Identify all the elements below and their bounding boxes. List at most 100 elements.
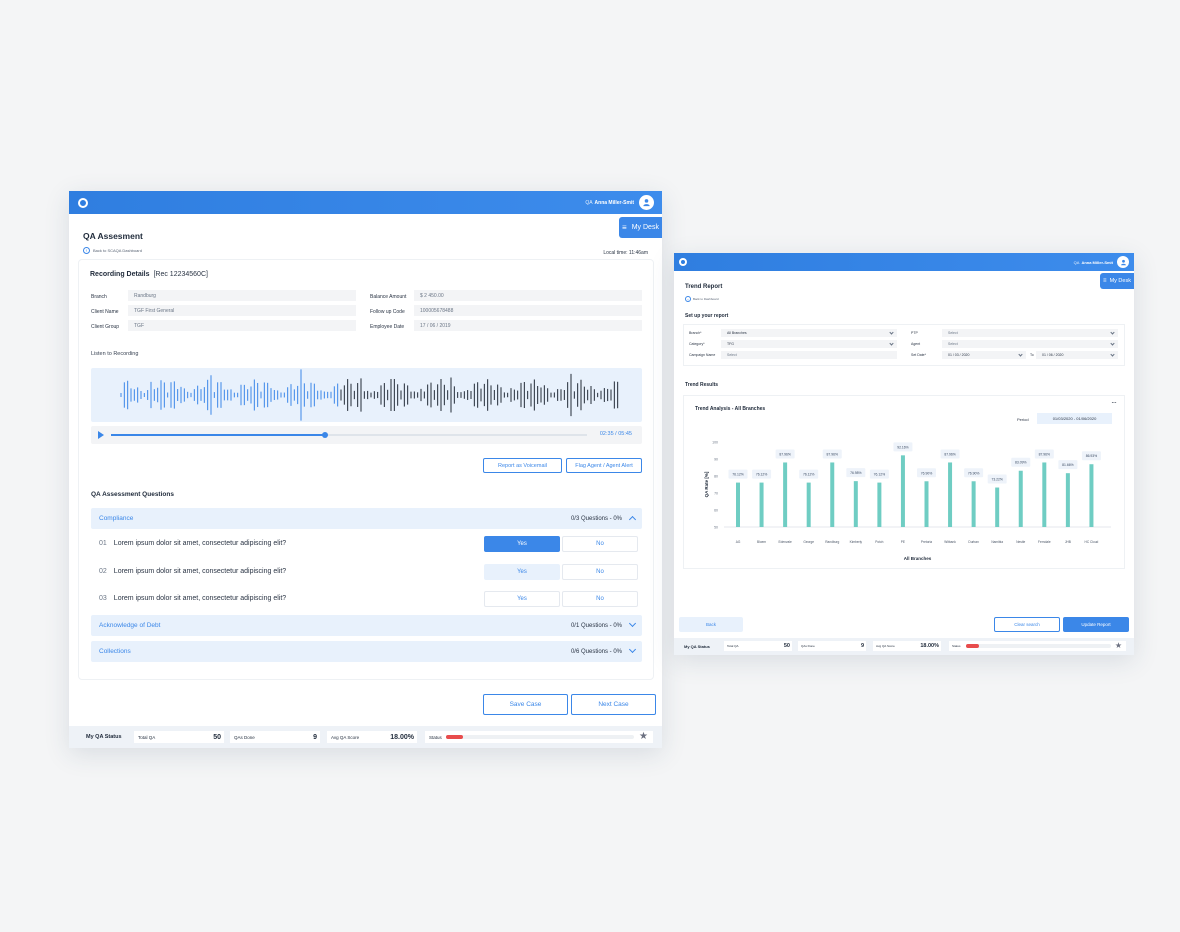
local-time: Local time: 11:46am xyxy=(603,250,648,256)
chart-panel: Trend Analysis - All Branches ··· Period… xyxy=(683,395,1125,569)
campaign-input[interactable]: Select xyxy=(721,351,897,359)
data-label-bg xyxy=(1034,449,1054,459)
back-link-label: Back to SCAQA Dashboard xyxy=(93,248,142,253)
chevron-down-icon xyxy=(889,330,894,335)
qas-done-value: 9 xyxy=(313,733,317,741)
ptp-value: Select xyxy=(948,331,958,335)
status-progress xyxy=(446,735,463,739)
ptp-select[interactable]: Select xyxy=(942,329,1118,337)
questions-title: QA Assessment Questions xyxy=(91,491,174,498)
data-label: 86.93% xyxy=(1086,454,1098,458)
agent-select[interactable]: Select xyxy=(942,340,1118,348)
play-icon[interactable] xyxy=(98,431,104,439)
x-tick-label: AG xyxy=(736,540,741,544)
branch-select[interactable]: All Branches xyxy=(721,329,897,337)
report-voicemail-button[interactable]: Report as Voicemail xyxy=(483,458,562,473)
status-label: Status xyxy=(429,734,442,740)
qas-done-label: QAs Done xyxy=(801,644,815,648)
no-button[interactable]: No xyxy=(562,564,638,580)
update-report-button[interactable]: Update Report xyxy=(1063,617,1129,632)
qas-done-cell: QAs Done 9 xyxy=(798,641,866,651)
chevron-down-icon[interactable] xyxy=(628,619,637,628)
chart-bar xyxy=(806,482,811,527)
section-acknowledge-of-debt[interactable]: Acknowledge of Debt 0/1 Questions - 0% xyxy=(91,615,642,636)
data-label: 76.12% xyxy=(874,473,886,477)
question-text: Lorem ipsum dolor sit amet, consectetur … xyxy=(113,540,287,547)
user-name: Anna Miller-Smit xyxy=(594,199,634,206)
status-label: Status xyxy=(952,644,961,648)
x-tick-label: Edenvale xyxy=(778,540,792,544)
no-button[interactable]: No xyxy=(562,591,638,607)
back-link[interactable]: ‹ Back to SCAQA Dashboard xyxy=(83,247,142,254)
x-tick-label: Bloem xyxy=(757,540,766,544)
player-time: 02:35 / 05:45 xyxy=(599,431,632,437)
data-label-bg xyxy=(775,449,795,459)
x-tick-label: Potch xyxy=(875,540,883,544)
section-collections[interactable]: Collections 0/6 Questions - 0% xyxy=(91,641,642,662)
seek-track[interactable] xyxy=(111,432,587,438)
chart-bar xyxy=(853,481,858,527)
status-cell: Status ★ xyxy=(949,641,1126,651)
data-label: 83.09% xyxy=(1015,461,1027,465)
flag-agent-button[interactable]: Flag Agent / Agent Alert xyxy=(566,458,642,473)
data-label-bg xyxy=(799,469,819,479)
no-button[interactable]: No xyxy=(562,536,638,552)
save-case-button[interactable]: Save Case xyxy=(483,694,568,715)
avatar-icon[interactable] xyxy=(1117,256,1129,268)
user-menu[interactable]: QA Anna Miller-Smit xyxy=(585,195,654,210)
data-label-bg xyxy=(752,469,772,479)
yes-button[interactable]: Yes xyxy=(484,591,560,607)
chart-bar xyxy=(995,487,1000,527)
top-bar: QA Anna Miller-Smit xyxy=(69,191,662,214)
star-icon[interactable]: ★ xyxy=(639,731,648,742)
my-desk-button[interactable]: ≡ My Desk xyxy=(1100,273,1134,289)
star-icon[interactable]: ★ xyxy=(1114,641,1122,650)
question-text: Lorem ipsum dolor sit amet, consectetur … xyxy=(113,568,287,575)
audio-player: 02:35 / 05:45 xyxy=(91,426,642,444)
waveform[interactable] xyxy=(91,368,642,422)
yes-button[interactable]: Yes xyxy=(484,564,560,580)
data-label-bg xyxy=(987,474,1007,484)
chevron-down-icon[interactable] xyxy=(628,645,637,654)
x-tick-label: JHB xyxy=(1065,540,1071,544)
date-to-select[interactable]: 01 / 06 / 2020 xyxy=(1036,351,1118,359)
page-title: QA Assesment xyxy=(83,231,143,241)
seek-handle[interactable] xyxy=(322,432,329,438)
avatar-icon[interactable] xyxy=(639,195,654,210)
category-select[interactable]: TFG xyxy=(721,340,897,348)
chart-bar xyxy=(830,462,835,527)
data-label: 76.12% xyxy=(732,473,744,477)
yes-button[interactable]: Yes xyxy=(484,536,560,552)
my-desk-button[interactable]: ≡ My Desk xyxy=(619,217,662,238)
app-logo-icon xyxy=(78,197,88,208)
my-qa-status-label: My QA Status xyxy=(684,644,710,649)
chevron-down-icon xyxy=(1110,352,1115,357)
back-link[interactable]: ‹ Back to Dashboard xyxy=(685,296,719,302)
detail-label-branch: Branch xyxy=(91,294,107,300)
status-track xyxy=(966,644,1111,648)
data-label: 87.96% xyxy=(1039,452,1051,456)
more-options-icon[interactable]: ··· xyxy=(1111,398,1117,407)
detail-value-balance: $ 2 450.00 xyxy=(414,290,642,301)
menu-icon: ≡ xyxy=(1103,278,1107,284)
user-menu[interactable]: QA Anna Miller-Smit xyxy=(1074,256,1129,268)
back-arrow-icon: ‹ xyxy=(83,247,90,254)
data-label: 76.90% xyxy=(968,471,980,475)
y-axis-title: QA Rate [%] xyxy=(704,471,709,497)
detail-label-follow-up: Follow up Code xyxy=(370,309,405,315)
total-qa-value: 50 xyxy=(783,643,790,649)
campaign-label: Campaign Name xyxy=(689,353,716,357)
agent-label: Agent xyxy=(911,342,921,346)
next-case-button[interactable]: Next Case xyxy=(571,694,656,715)
chevron-up-icon[interactable] xyxy=(628,515,637,524)
date-from-select[interactable]: 01 / 03 / 2020 xyxy=(942,351,1026,359)
category-label: Category* xyxy=(689,342,705,346)
qa-assessment-window: QA Anna Miller-Smit ≡ My Desk QA Assesme… xyxy=(69,191,662,748)
total-qa-value: 50 xyxy=(213,733,221,741)
detail-value-branch: Randburg xyxy=(128,290,356,301)
clear-search-button[interactable]: Clear search xyxy=(994,617,1060,632)
chevron-down-icon xyxy=(1018,352,1023,357)
section-compliance[interactable]: Compliance 0/3 Questions - 0% xyxy=(91,508,642,529)
chevron-down-icon xyxy=(1110,330,1115,335)
main-panel: Recording Details [Rec 12234560C] Branch… xyxy=(78,259,654,680)
